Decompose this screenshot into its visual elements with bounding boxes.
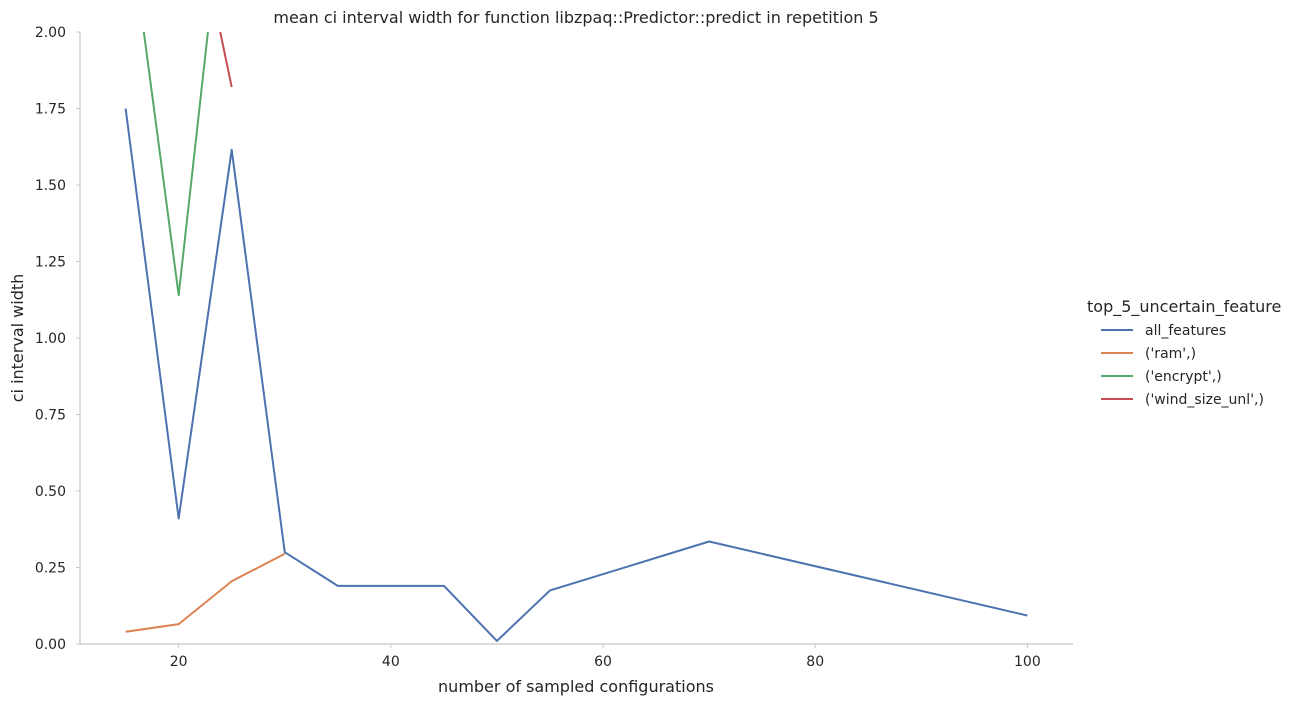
legend-title: top_5_uncertain_feature <box>1087 297 1281 317</box>
x-axis-label: number of sampled configurations <box>438 677 714 696</box>
y-tick-label: 0.25 <box>35 561 66 577</box>
chart-title: mean ci interval width for function libz… <box>273 8 878 27</box>
y-tick-label: 1.75 <box>35 102 66 118</box>
legend-label: all_features <box>1145 323 1226 339</box>
series-line-1 <box>125 552 286 633</box>
y-tick-label: 2.00 <box>35 25 66 41</box>
y-tick-label: 0.00 <box>35 637 66 653</box>
legend-label: ('ram',) <box>1145 346 1196 362</box>
y-tick-label: 1.00 <box>35 331 66 347</box>
legend: top_5_uncertain_feature all_features ('ra… <box>1087 297 1281 408</box>
x-tick-label: 20 <box>170 654 188 670</box>
series-line-3 <box>219 32 233 88</box>
y-tick-label: 0.50 <box>35 484 66 500</box>
y-tick-label: 0.75 <box>35 408 66 424</box>
series-line-0 <box>124 108 1028 642</box>
legend-label: ('encrypt',) <box>1145 369 1222 385</box>
y-tick-label: 1.50 <box>35 178 66 194</box>
y-tick-label: 1.25 <box>35 255 66 271</box>
series-line-2 <box>142 32 209 297</box>
series-layer <box>124 32 1028 642</box>
x-tick-label: 40 <box>382 654 400 670</box>
x-axis-ticks: 20 40 60 80 100 <box>170 644 1041 670</box>
legend-label: ('wind_size_unl',) <box>1145 392 1264 408</box>
x-tick-label: 100 <box>1014 654 1041 670</box>
x-tick-label: 60 <box>594 654 612 670</box>
x-tick-label: 80 <box>806 654 824 670</box>
y-axis-ticks: 0.00 0.25 0.50 0.75 1.00 1.25 1.50 1.75 2.00 <box>35 25 80 653</box>
y-axis-label: ci interval width <box>8 274 27 403</box>
